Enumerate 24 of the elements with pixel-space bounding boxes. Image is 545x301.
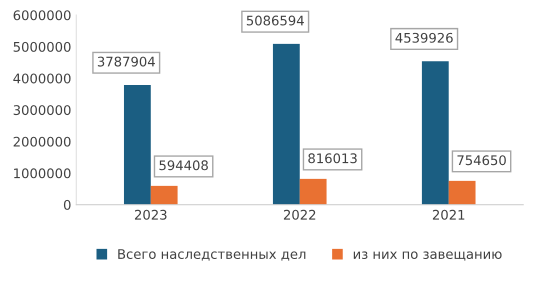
bar xyxy=(300,178,327,205)
bar xyxy=(272,44,300,205)
y-tick-label: 0 xyxy=(64,200,71,210)
bar xyxy=(448,180,476,205)
legend-label: из них по завещанию xyxy=(354,251,502,261)
data-label: 816013 xyxy=(308,153,357,164)
x-tick-label: 2022 xyxy=(284,210,316,220)
bar xyxy=(422,61,449,205)
data-label: 4539926 xyxy=(395,32,453,43)
y-tick-label: 4000000 xyxy=(13,73,71,84)
bar xyxy=(150,186,178,205)
y-tick-label: 1000000 xyxy=(14,168,71,178)
y-tick-label: 5000000 xyxy=(14,42,71,52)
data-label: 5086594 xyxy=(246,16,304,26)
legend-label: Всего наследственных дел xyxy=(118,249,306,261)
x-tick-label: 2021 xyxy=(432,210,464,220)
data-label: 594408 xyxy=(159,160,208,170)
y-tick-label: 2000000 xyxy=(14,136,71,147)
y-tick-label: 3000000 xyxy=(14,105,71,116)
data-label: 3787904 xyxy=(98,56,155,67)
bar xyxy=(124,84,151,205)
data-label: 754650 xyxy=(457,155,506,166)
y-tick-label: 6000000 xyxy=(14,10,71,20)
x-tick-label: 2023 xyxy=(134,210,167,220)
